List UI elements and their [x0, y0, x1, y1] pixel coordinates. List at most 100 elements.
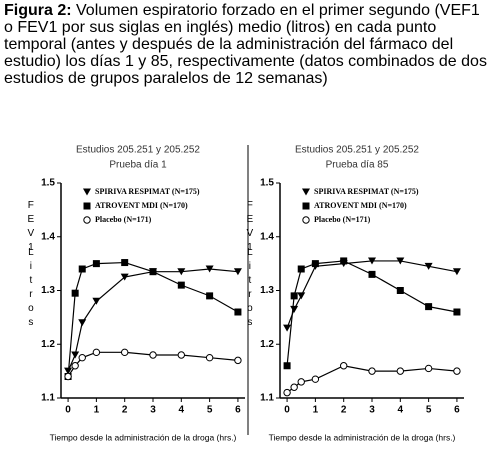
x-tick-label: 3	[369, 405, 375, 416]
marker	[290, 383, 298, 391]
caption-text: Volumen espiratorio forzado en el primer…	[4, 2, 487, 87]
legend-marker	[83, 188, 91, 196]
legend-marker	[302, 188, 310, 196]
marker	[290, 292, 298, 300]
chart-subtitle: Prueba día 85	[326, 160, 389, 171]
y-tick-label: 1.5	[41, 178, 55, 189]
marker	[283, 362, 291, 370]
x-tick-label: 1	[94, 405, 100, 416]
marker	[177, 268, 186, 276]
x-tick-label: 4	[179, 405, 185, 416]
legend-marker	[302, 216, 310, 224]
marker	[121, 259, 129, 267]
y-tick-label: 1.1	[41, 393, 55, 404]
marker	[340, 257, 348, 265]
x-tick-label: 0	[284, 405, 290, 416]
x-tick-label: 5	[207, 405, 213, 416]
legend-label: Placebo (N=171)	[95, 215, 152, 224]
marker	[368, 270, 376, 278]
marker	[453, 367, 461, 375]
marker	[297, 292, 306, 300]
marker	[233, 268, 242, 276]
x-tick-label: 5	[426, 405, 432, 416]
legend-label: SPIRIVA RESPIMAT (N=175)	[95, 187, 200, 196]
x-tick-label: 0	[65, 405, 71, 416]
legend-label: ATROVENT MDI (N=170)	[314, 201, 407, 210]
marker	[120, 348, 129, 357]
y-tick-label: 1.4	[260, 231, 274, 242]
marker	[283, 324, 292, 332]
marker	[396, 367, 405, 375]
marker	[78, 353, 86, 362]
marker	[234, 308, 242, 316]
marker	[290, 305, 299, 313]
y-tick-label: 1.5	[260, 178, 274, 189]
y-tick-label: 1.3	[41, 285, 55, 296]
x-tick-label: 2	[341, 405, 347, 416]
caption-label: Figura 2:	[4, 2, 72, 19]
y-axis-label: FEV1	[244, 200, 255, 256]
marker	[396, 257, 405, 265]
marker	[78, 319, 87, 327]
marker	[149, 268, 157, 276]
marker	[92, 297, 101, 305]
marker	[64, 372, 72, 381]
marker	[425, 303, 433, 311]
legend-label: SPIRIVA RESPIMAT (N=175)	[314, 187, 419, 196]
y-tick-label: 1.2	[260, 339, 274, 350]
marker	[424, 262, 433, 270]
marker	[149, 351, 157, 359]
x-tick-label: 6	[235, 405, 241, 416]
legend-marker	[83, 202, 91, 210]
marker	[311, 375, 320, 383]
marker	[453, 308, 461, 316]
chart-subtitle: Prueba día 1	[109, 160, 167, 171]
x-axis-label: Tiempo desde la administración de la dro…	[269, 432, 456, 442]
y-tick-label: 1.4	[41, 231, 55, 242]
marker	[206, 292, 214, 300]
x-tick-label: 1	[313, 405, 319, 416]
x-tick-label: 6	[454, 405, 460, 416]
marker	[71, 289, 79, 297]
marker	[283, 388, 291, 397]
marker	[177, 281, 185, 289]
marker	[424, 364, 433, 373]
x-tick-label: 3	[150, 405, 156, 416]
marker	[311, 260, 319, 268]
caption: Figura 2: Volumen espiratorio forzado en…	[4, 2, 490, 87]
marker	[78, 265, 86, 273]
x-tick-label: 2	[122, 405, 128, 416]
marker	[297, 378, 305, 386]
chart-title: Estudios 205.251 y 205.252	[295, 145, 419, 156]
marker	[396, 287, 404, 294]
marker	[205, 265, 214, 273]
legend-marker	[83, 216, 91, 224]
marker	[339, 362, 348, 370]
x-tick-label: 4	[398, 405, 404, 416]
marker	[205, 353, 214, 362]
y-axis-label: Litros	[244, 247, 255, 331]
marker	[297, 265, 305, 273]
y-tick-label: 1.1	[260, 393, 274, 404]
marker	[177, 351, 186, 359]
y-tick-label: 1.3	[260, 285, 274, 296]
legend-label: ATROVENT MDI (N=170)	[95, 201, 188, 210]
marker	[368, 257, 376, 265]
marker	[368, 367, 376, 375]
y-axis-label: FEV1	[25, 200, 36, 256]
chart-title: Estudios 205.251 y 205.252	[76, 145, 200, 156]
marker	[120, 273, 129, 281]
marker	[234, 356, 242, 365]
legend-marker	[302, 202, 310, 210]
marker	[452, 268, 461, 276]
marker	[71, 362, 79, 370]
marker	[92, 260, 100, 268]
marker	[92, 348, 101, 357]
x-axis-label: Tiempo desde la administración de la dro…	[50, 432, 237, 442]
y-axis-label: Litros	[25, 247, 36, 331]
marker	[71, 351, 80, 359]
charts: Estudios 205.251 y 205.252 Prueba día 1 1.…	[25, 145, 464, 442]
y-tick-label: 1.2	[41, 339, 55, 350]
legend-label: Placebo (N=171)	[314, 215, 371, 224]
